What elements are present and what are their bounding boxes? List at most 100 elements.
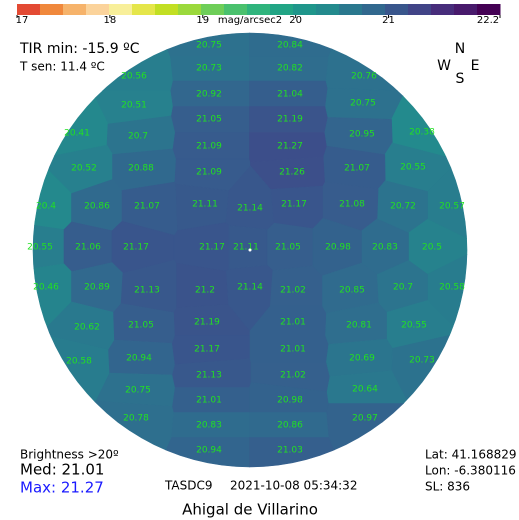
reading-label: 21.05 [196, 115, 222, 125]
reading-label: 21.14 [237, 204, 263, 214]
readings: 20.75 20.73 20.92 21.05 21.09 21.09 21.11 21.17… [27, 41, 465, 456]
colorbar-tick-label: 17 [16, 15, 29, 26]
colorbar-swatch [247, 4, 271, 15]
reading-label: 21.02 [280, 371, 306, 381]
colorbar-swatch [63, 4, 87, 15]
reading-label: 20.75 [350, 99, 376, 109]
reading-label: 20.62 [74, 323, 100, 333]
reading-label: 20.56 [121, 72, 147, 82]
reading-label: 21.01 [280, 345, 306, 355]
colorbar-swatch [109, 4, 133, 15]
colorbar-swatch [431, 4, 455, 15]
compass-s: S [456, 71, 465, 87]
colorbar-swatch [408, 4, 432, 15]
sky-cell [102, 49, 173, 91]
reading-label: 20.55 [401, 321, 427, 331]
reading-label: 20.55 [400, 163, 426, 173]
reading-label: 20.97 [352, 414, 378, 424]
compass-e: E [471, 58, 480, 74]
colorbar-tick-label: 18 [104, 15, 117, 26]
reading-label: 21.01 [196, 396, 222, 406]
sky-cell [225, 165, 274, 230]
reading-label: 21.02 [280, 286, 306, 296]
colorbar-swatch [17, 4, 41, 15]
colorbar-swatch [293, 4, 317, 15]
device: TASDC9 [164, 479, 212, 493]
reading-label: 20.7 [393, 283, 413, 293]
zenith-marker [248, 248, 252, 252]
sky-cell [94, 400, 174, 451]
reading-label: 21.11 [233, 243, 259, 253]
lat: Lat: 41.168829 [425, 448, 517, 462]
reading-label: 21.19 [194, 318, 220, 328]
reading-label: 20.81 [346, 321, 372, 331]
reading-label: 20.72 [390, 202, 416, 212]
reading-label: 20.38 [409, 128, 435, 138]
reading-label: 20.92 [196, 90, 222, 100]
reading-label: 20.51 [121, 101, 147, 111]
reading-label: 21.17 [199, 243, 225, 253]
sky-cell [228, 225, 268, 270]
compass-w: W [437, 58, 451, 74]
colorbar-swatch [132, 4, 156, 15]
reading-label: 20.75 [196, 41, 222, 51]
colorbar-swatch [316, 4, 340, 15]
reading-label: 20.4 [36, 202, 56, 212]
reading-label: 21.03 [277, 446, 303, 456]
colorbar-swatch [339, 4, 363, 15]
reading-label: 20.75 [125, 386, 151, 396]
reading-label: 20.58 [439, 283, 465, 293]
reading-label: 21.27 [277, 142, 303, 152]
brightness: Brightness >20º [20, 448, 119, 462]
reading-label: 21.13 [134, 286, 160, 296]
reading-label: 20.73 [196, 64, 222, 74]
sky-cell [391, 95, 447, 158]
sky-cell [427, 167, 467, 239]
reading-label: 20.86 [277, 421, 303, 431]
reading-label: 20.58 [66, 357, 92, 367]
compass-n: N [455, 41, 465, 57]
reading-label: 20.83 [196, 421, 222, 431]
reading-label: 21.07 [134, 202, 160, 212]
colorbar-swatch [362, 4, 386, 15]
reading-label: 20.88 [128, 164, 154, 174]
colorbar-label: mag/arcsec2 [218, 15, 282, 26]
reading-label: 21.07 [344, 164, 370, 174]
colorbar-swatch [454, 4, 478, 15]
sky-cell [249, 437, 335, 468]
colorbar-swatch [40, 4, 64, 15]
reading-label: 20.76 [351, 72, 377, 82]
reading-label: 20.57 [439, 202, 465, 212]
max: Max: 21.27 [20, 479, 104, 497]
reading-label: 20.55 [27, 243, 53, 253]
reading-label: 20.98 [277, 396, 303, 406]
colorbar-tick-label: 21 [382, 15, 395, 26]
sky-cell [165, 437, 250, 468]
reading-label: 21.09 [196, 142, 222, 152]
colorbar-swatch [86, 4, 110, 15]
reading-label: 20.73 [409, 356, 435, 366]
colorbar-swatch [201, 4, 225, 15]
reading-label: 20.46 [33, 283, 59, 293]
sky-cell [326, 403, 405, 451]
colorbar-tick-label: 19 [196, 15, 209, 26]
reading-label: 21.04 [277, 90, 303, 100]
reading-label: 21.09 [196, 168, 222, 178]
reading-label: 20.94 [196, 446, 222, 456]
sl: SL: 836 [425, 480, 470, 494]
reading-label: 20.82 [277, 64, 303, 74]
reading-label: 20.52 [71, 164, 97, 174]
sky-map [32, 32, 468, 468]
reading-label: 21.14 [237, 283, 263, 293]
colorbar-tick-label: 20 [289, 15, 302, 26]
reading-label: 20.64 [352, 385, 378, 395]
median: Med: 21.01 [20, 461, 104, 479]
reading-label: 20.89 [84, 283, 110, 293]
reading-label: 21.2 [195, 286, 215, 296]
reading-label: 20.86 [84, 202, 110, 212]
reading-label: 20.69 [349, 354, 375, 364]
reading-label: 20.78 [123, 414, 149, 424]
reading-label: 21.13 [196, 371, 222, 381]
reading-label: 21.01 [280, 318, 306, 328]
